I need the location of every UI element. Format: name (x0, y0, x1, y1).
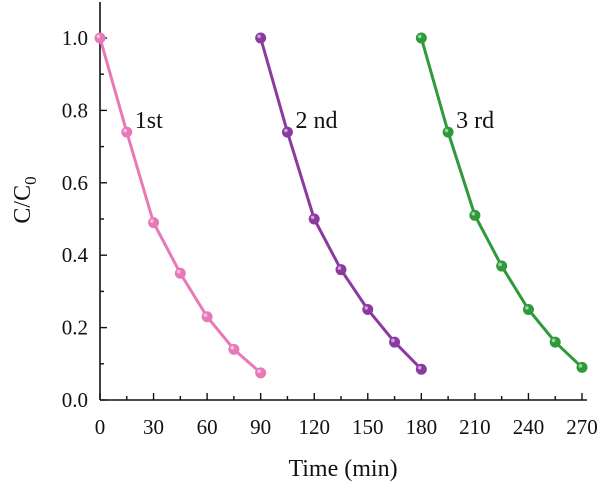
data-point-highlight (96, 34, 101, 39)
series-line (419, 37, 584, 369)
data-point (335, 264, 347, 276)
x-tick-label: 30 (143, 415, 164, 439)
y-tick-label: 0.2 (62, 316, 88, 340)
series-layer (94, 32, 588, 379)
data-point-highlight (417, 365, 422, 370)
x-tick-label: 270 (566, 415, 598, 439)
data-point-highlight (310, 215, 315, 220)
data-point (201, 311, 213, 323)
y-tick-label: 0.4 (62, 243, 89, 267)
data-point (576, 361, 588, 373)
data-point-highlight (444, 128, 449, 133)
series-label: 1st (135, 108, 163, 134)
series-3 (415, 32, 588, 373)
series-labels: 1st 2 nd 3 rd (135, 108, 494, 134)
x-tick-label: 210 (459, 415, 491, 439)
x-tick-label: 90 (250, 415, 271, 439)
data-point (281, 126, 293, 138)
data-point (255, 32, 267, 44)
y-tick-label: 0.6 (62, 171, 88, 195)
y-tick-label: 0.8 (62, 98, 88, 122)
y-axis-title-main: C/C (10, 185, 36, 224)
x-tick-label: 120 (298, 415, 330, 439)
data-point-highlight (525, 306, 529, 310)
data-point (389, 336, 401, 348)
data-point (415, 32, 427, 44)
data-point (121, 126, 133, 138)
data-point-highlight (551, 338, 556, 343)
data-point (415, 363, 427, 375)
data-point (308, 213, 320, 225)
data-point-highlight (284, 128, 288, 133)
data-point (442, 126, 454, 138)
data-point (148, 217, 160, 229)
data-point-highlight (123, 128, 127, 133)
data-point (496, 260, 508, 272)
series-2 (255, 32, 427, 375)
data-point (469, 209, 481, 221)
series-label: 3 rd (456, 108, 494, 134)
data-point-highlight (257, 369, 261, 374)
data-point-highlight (257, 34, 261, 39)
data-point-highlight (203, 313, 208, 317)
x-axis-title: Time (min) (288, 456, 397, 482)
x-tick-label: 180 (406, 415, 438, 439)
data-point-highlight (578, 364, 583, 368)
data-point-highlight (176, 269, 181, 274)
data-point (522, 304, 534, 315)
y-axis-title-sub: 0 (21, 176, 40, 185)
data-point (94, 32, 106, 44)
axes (99, 2, 587, 401)
data-point-highlight (498, 262, 502, 267)
y-axis-title: C/C0 (10, 176, 40, 223)
series-1 (94, 32, 267, 379)
x-tick-label: 150 (352, 415, 384, 439)
data-point-highlight (230, 345, 235, 350)
x-tick-label: 0 (95, 415, 106, 439)
data-point-highlight (471, 211, 476, 216)
data-point (362, 304, 374, 315)
data-point (228, 343, 240, 355)
series-line (98, 37, 262, 374)
y-tick-label: 1.0 (62, 26, 88, 50)
series-label: 2 nd (295, 108, 337, 134)
x-ticks: 0 30 60 90 120 150 180 210 240 270 (95, 393, 598, 439)
data-point (255, 367, 267, 379)
data-point-highlight (150, 219, 154, 223)
y-ticks: 0.0 0.2 0.4 0.6 0.8 1.0 (62, 26, 107, 412)
data-point-highlight (417, 34, 422, 39)
data-point (549, 336, 561, 348)
data-point-highlight (337, 266, 342, 270)
data-point-highlight (364, 306, 368, 310)
y-tick-label: 0.0 (62, 388, 88, 412)
data-point-highlight (391, 338, 395, 343)
series-line (259, 37, 423, 371)
x-tick-label: 60 (197, 415, 218, 439)
data-point (174, 267, 186, 279)
x-tick-label: 240 (513, 415, 545, 439)
